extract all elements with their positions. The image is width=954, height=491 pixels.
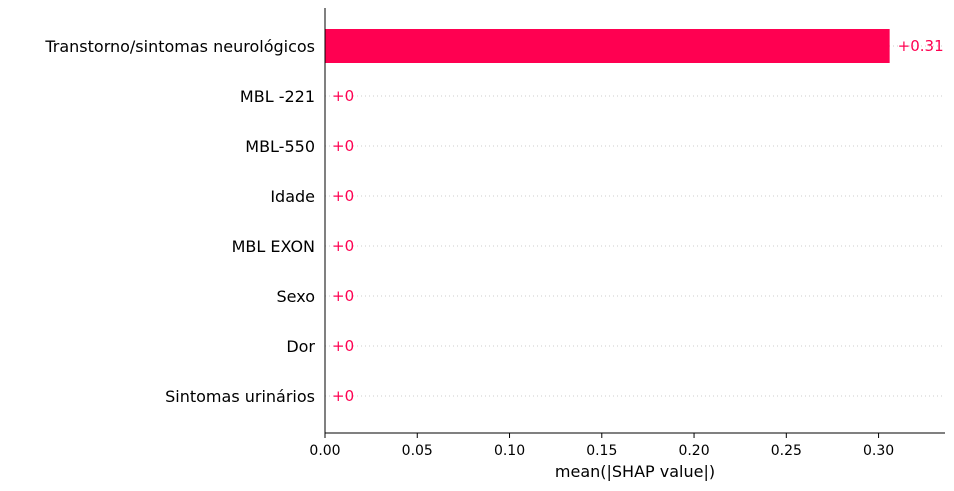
category-label: MBL-550 [245, 137, 315, 156]
value-label: +0 [332, 337, 354, 355]
category-label: MBL EXON [232, 237, 315, 256]
bars-group [325, 29, 890, 63]
x-tick-label: 0.05 [402, 443, 433, 459]
x-tick-label: 0.15 [586, 443, 617, 459]
value-label: +0 [332, 287, 354, 305]
category-label: Dor [286, 337, 315, 356]
category-labels-group: Transtorno/sintomas neurológicos MBL -221… [44, 37, 315, 406]
category-label: MBL -221 [240, 87, 315, 106]
x-tick-label: 0.10 [494, 443, 525, 459]
x-tick-label: 0.00 [309, 443, 340, 459]
x-tick-label: 0.20 [678, 443, 709, 459]
bar [325, 29, 890, 63]
value-label: +0 [332, 187, 354, 205]
value-label: +0 [332, 137, 354, 155]
category-label: Transtorno/sintomas neurológicos [44, 37, 315, 56]
x-tick-label: 0.25 [771, 443, 802, 459]
x-ticks-group: 0.00 0.05 0.10 0.15 0.20 0.25 0.30 [309, 433, 894, 459]
x-axis-title: mean(|SHAP value|) [555, 462, 715, 481]
value-labels-group: +0.31 +0 +0 +0 +0 +0 +0 +0 [332, 37, 944, 405]
category-label: Sintomas urinários [165, 387, 315, 406]
category-label: Sexo [277, 287, 315, 306]
value-label: +0 [332, 87, 354, 105]
value-label: +0 [332, 387, 354, 405]
value-label: +0.31 [898, 37, 944, 55]
guide-lines [325, 45, 945, 397]
value-label: +0 [332, 237, 354, 255]
category-label: Idade [270, 187, 315, 206]
x-tick-label: 0.30 [863, 443, 894, 459]
